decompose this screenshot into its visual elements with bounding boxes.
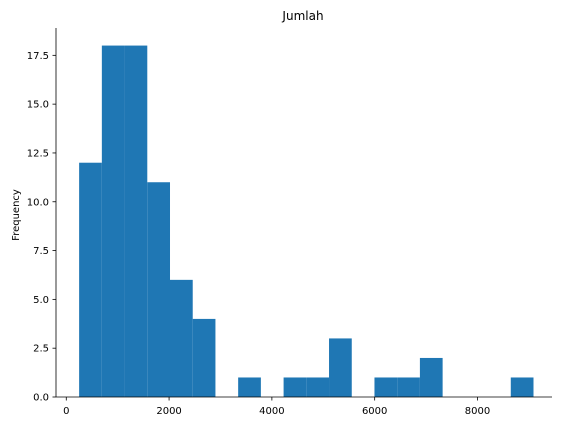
y-axis-label: Frequency	[11, 189, 22, 241]
y-tick-label: 5.0	[33, 295, 49, 306]
y-tick-label: 7.5	[33, 246, 49, 257]
y-tick-label: 17.5	[27, 51, 49, 62]
histogram-bar	[283, 377, 307, 397]
y-tick-label: 12.5	[27, 148, 49, 159]
x-tick-label: 4000	[259, 406, 284, 417]
x-tick-label: 6000	[362, 406, 387, 417]
histogram-bar	[170, 279, 193, 397]
x-axis: 0 2000 4000 6000 8000	[63, 397, 490, 417]
y-tick-label: 2.5	[33, 344, 49, 355]
histogram-bar	[397, 377, 420, 397]
histogram-bar	[124, 45, 148, 397]
histogram-bar	[329, 338, 352, 397]
y-axis: 0.0 2.5 5.0 7.5 10.0 12.5 15.0 17.5	[27, 51, 56, 404]
y-tick-label: 15.0	[27, 100, 49, 111]
histogram-bar	[147, 182, 171, 397]
x-tick-label: 2000	[156, 406, 181, 417]
histogram-bar	[510, 377, 534, 397]
histogram-bar	[238, 377, 261, 397]
histogram-bars	[79, 45, 534, 397]
histogram-bar	[192, 318, 216, 397]
histogram-bar	[101, 45, 125, 397]
chart-title: Jumlah	[281, 9, 323, 23]
histogram-bar	[306, 377, 330, 397]
x-tick-label: 8000	[465, 406, 490, 417]
histogram-bar	[374, 377, 398, 397]
y-tick-label: 0.0	[33, 393, 49, 404]
histogram-bar	[79, 162, 102, 397]
x-tick-label: 0	[63, 406, 69, 417]
y-tick-label: 10.0	[27, 197, 49, 208]
histogram-bar	[419, 357, 443, 397]
